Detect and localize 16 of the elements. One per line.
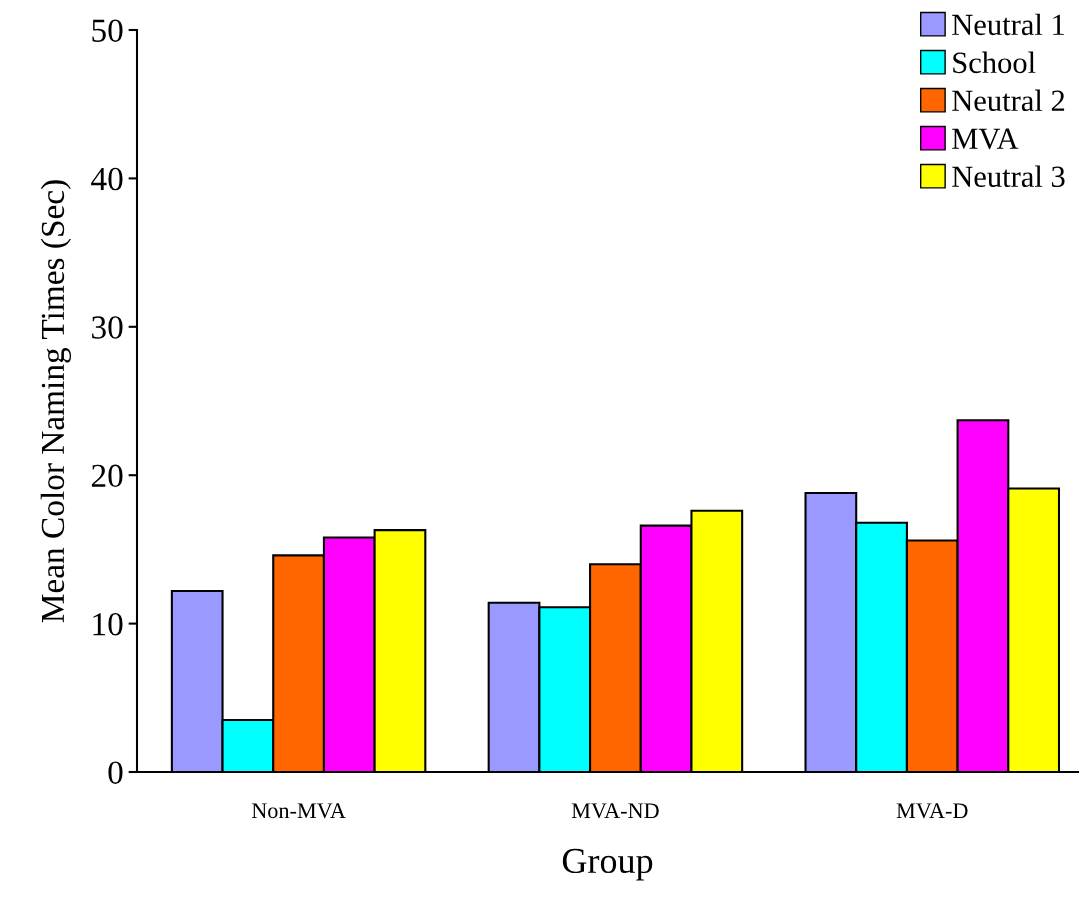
y-tick-label: 10 (93, 613, 123, 636)
y-tick-label: 50 (92, 19, 123, 42)
y-tick-label: 30 (92, 316, 123, 339)
legend-label: Neutral 2 (952, 89, 1065, 112)
x-tick-label: MVA-ND (571, 803, 659, 819)
y-axis-title: Mean Color Naming Times (Sec) (40, 180, 72, 623)
x-tick-label: Non-MVA (251, 803, 346, 819)
x-tick-label: MVA-D (896, 803, 968, 819)
y-tick-label: 20 (91, 464, 123, 488)
legend-label: Neutral 3 (952, 165, 1065, 188)
legend-label: MVA (952, 128, 1019, 150)
legend-label: School (953, 51, 1036, 74)
x-axis-title: Group (562, 848, 653, 881)
y-tick-label: 0 (108, 761, 123, 784)
y-tick-label: 40 (91, 167, 123, 191)
legend-label: Neutral 1 (952, 13, 1064, 36)
